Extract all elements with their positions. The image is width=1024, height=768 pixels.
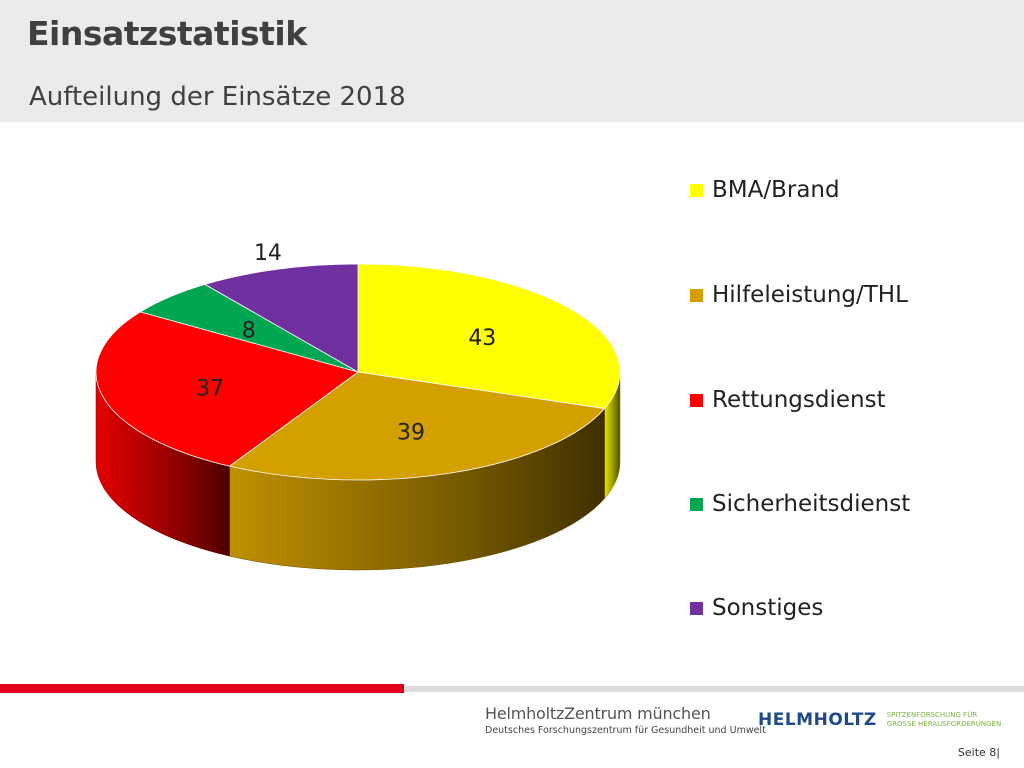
data-label: 43 [468,326,496,351]
data-label: 8 [242,318,256,343]
pie-slice [228,371,606,481]
logo-hmgu-subtitle: Deutsches Forschungszentrum für Gesundhe… [485,725,766,736]
slide-header: Einsatzstatistik Aufteilung der Einsätze… [0,0,1024,122]
data-label: 37 [196,377,224,402]
logo-hmgu-name: HelmholtzZentrum münchen [485,704,711,723]
pie-slice [95,311,359,467]
legend-label: BMA/Brand [712,177,840,203]
legend-label: Sicherheitsdienst [712,491,911,517]
legend-item: Hilfeleistung/THL [690,275,908,315]
legend-swatch [690,497,703,511]
legend-label: Sonstiges [712,595,824,621]
legend-item: Sicherheitsdienst [690,484,910,524]
data-label: 14 [254,241,282,266]
pie-slice [357,263,621,409]
logo-helmholtz-tagline: SPITZENFORSCHUNG FÜR GROSSE HERAUSFORDER… [886,711,1002,728]
pie-chart: 43 39 37 8 14 [95,241,621,571]
footer-divider [404,686,1024,692]
pie-slice [203,263,359,373]
legend-swatch [690,601,703,615]
helmholtz-logo: HELMHOLTZ SPITZENFORSCHUNG FÜR GROSSE HE… [758,706,1018,734]
slide-subtitle: Aufteilung der Einsätze 2018 [29,82,406,112]
footer-accent-bar [0,684,404,693]
legend-label: Rettungsdienst [712,387,886,413]
legend-item: Sonstiges [690,588,823,628]
legend-swatch [690,183,703,197]
logo-helmholtz-wordmark: HELMHOLTZ [758,710,877,730]
legend-item: BMA/Brand [690,170,840,210]
data-label: 39 [397,421,425,446]
page-number: Seite 8| [957,746,1000,759]
legend-item: Rettungsdienst [690,380,886,420]
legend-swatch [690,288,703,302]
slide-title: Einsatzstatistik [27,14,307,53]
helmholtz-zentrum-logo: HelmholtzZentrum münchen Deutsches Forsc… [485,704,766,738]
legend-label: Hilfeleistung/THL [712,282,908,308]
legend-swatch [690,393,703,407]
